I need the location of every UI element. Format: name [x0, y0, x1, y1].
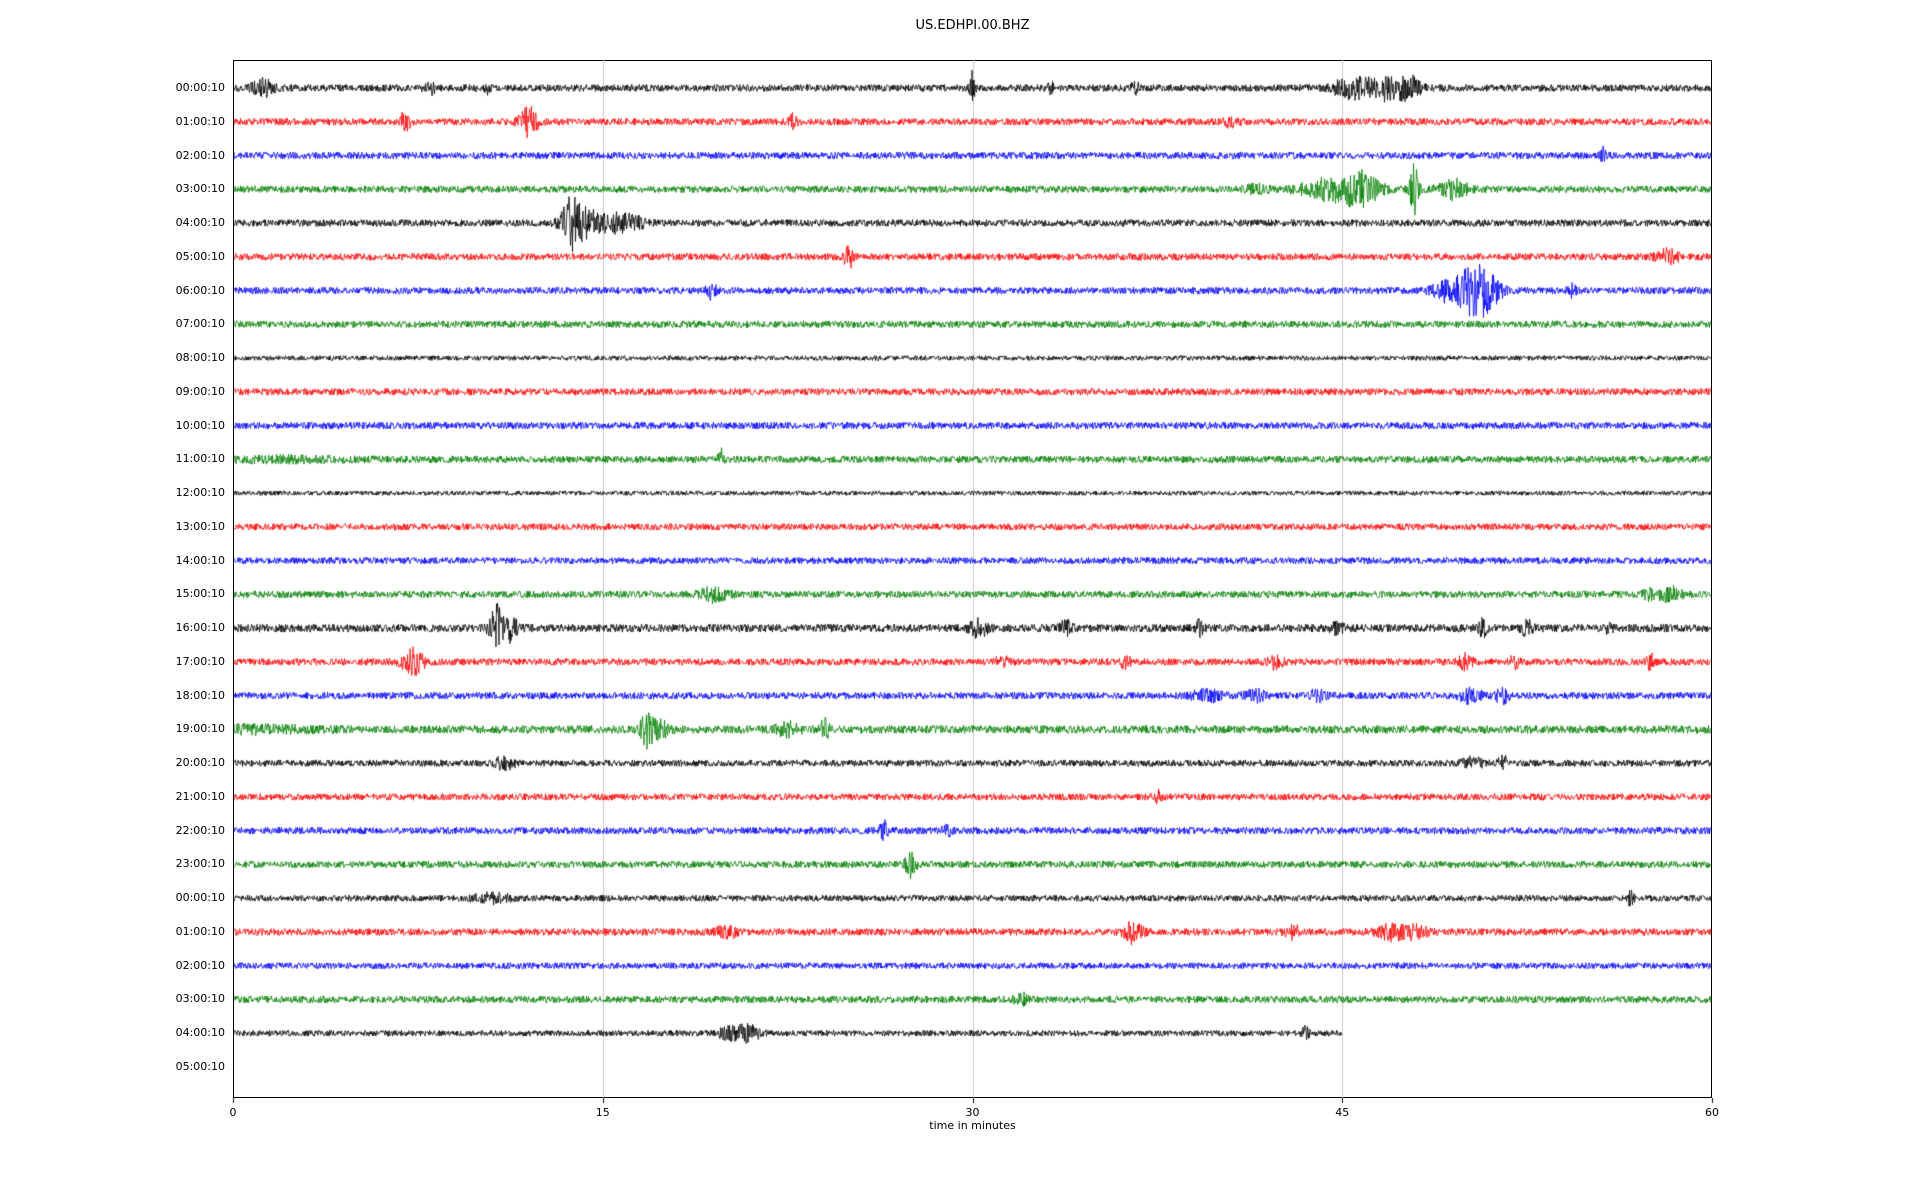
row-time-label: 23:00:10: [175, 857, 225, 871]
row-time-label: 12:00:10: [175, 486, 225, 500]
row-time-label: 04:00:10: [175, 216, 225, 230]
row-time-label: 03:00:10: [175, 992, 225, 1006]
row-time-label: 21:00:10: [175, 789, 225, 803]
x-tick-label: 30: [965, 1106, 980, 1119]
row-time-label: 05:00:10: [175, 1060, 225, 1073]
row-time-label: 16:00:10: [175, 621, 225, 635]
row-time-label: 00:00:10: [175, 891, 225, 905]
x-tick-label: 60: [1705, 1106, 1719, 1119]
row-time-label: 10:00:10: [175, 418, 225, 432]
row-time-label: 01:00:10: [175, 924, 225, 938]
x-tick-label: 0: [229, 1106, 237, 1119]
row-time-label: 09:00:10: [175, 384, 225, 398]
row-time-label: 01:00:10: [175, 114, 225, 128]
x-tick-label: 45: [1335, 1106, 1350, 1119]
row-time-label: 05:00:10: [175, 249, 225, 263]
row-time-label: 04:00:10: [175, 1026, 225, 1040]
row-time-label: 13:00:10: [175, 519, 225, 533]
row-time-label: 03:00:10: [175, 182, 225, 196]
row-time-label: 18:00:10: [175, 688, 225, 702]
row-time-label: 00:00:10: [175, 81, 225, 94]
row-time-label: 15:00:10: [175, 587, 225, 601]
row-time-label: 17:00:10: [175, 654, 225, 668]
x-axis-label: time in minutes: [929, 1119, 1016, 1132]
row-time-label: 08:00:10: [175, 351, 225, 365]
row-time-label: 20:00:10: [175, 756, 225, 770]
row-time-label: 07:00:10: [175, 317, 225, 331]
x-tick-label: 15: [595, 1106, 610, 1119]
row-time-label: 14:00:10: [175, 553, 225, 567]
row-time-label: 06:00:10: [175, 283, 225, 297]
row-time-label: 02:00:10: [175, 148, 225, 162]
row-time-label: 02:00:10: [175, 958, 225, 972]
row-time-label: 11:00:10: [175, 452, 225, 466]
row-time-label: 22:00:10: [175, 823, 225, 837]
row-time-label: 19:00:10: [175, 722, 225, 736]
